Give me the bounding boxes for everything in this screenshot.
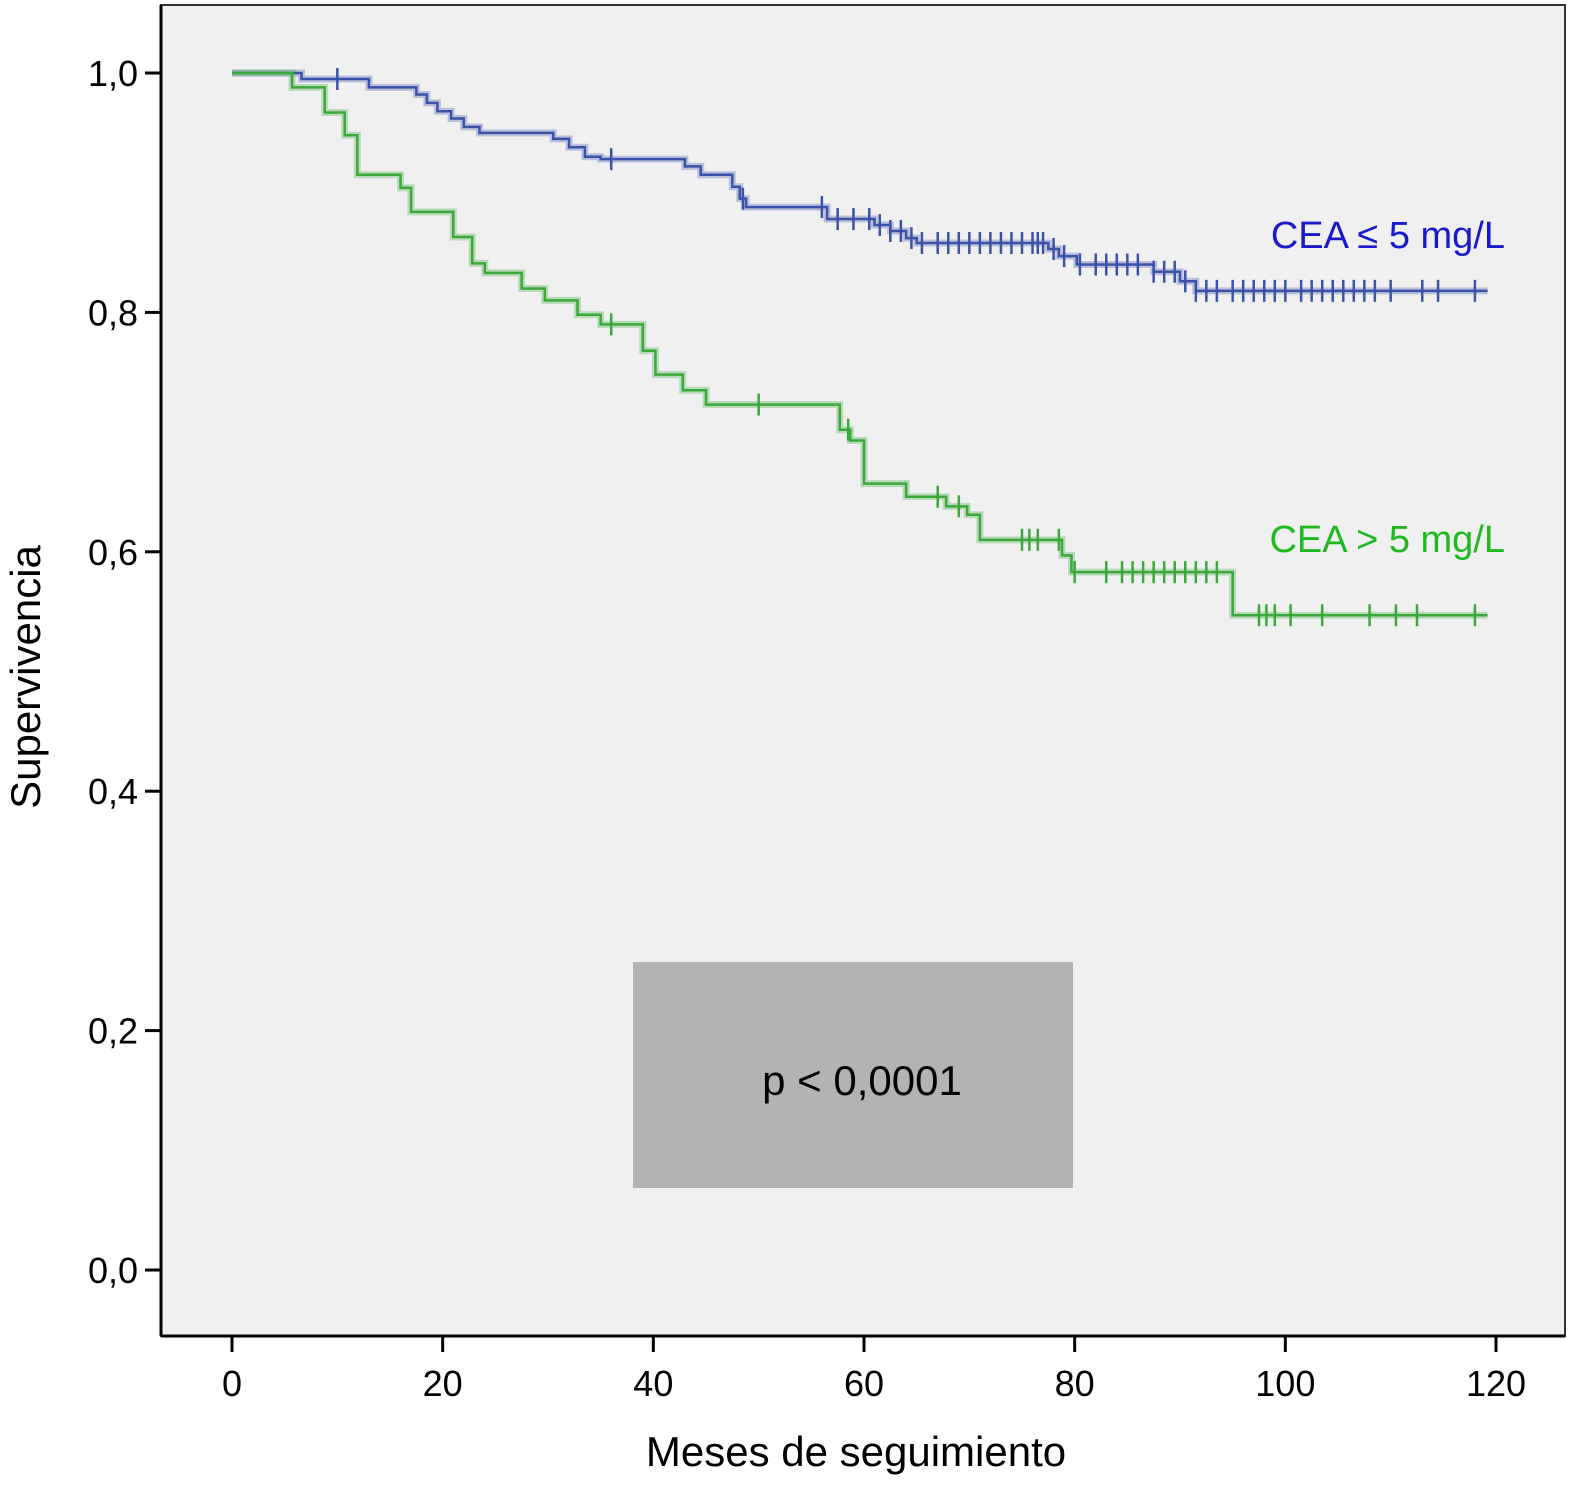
x-axis-label: Meses de seguimiento — [646, 1428, 1066, 1475]
y-tick-label: 0,4 — [88, 771, 138, 812]
y-tick-label: 0,0 — [88, 1250, 138, 1291]
p-value-box — [633, 962, 1073, 1188]
y-tick-label: 0,8 — [88, 292, 138, 333]
legend-label-cea-high: CEA > 5 mg/L — [1269, 519, 1505, 561]
y-axis-label: Supervivencia — [2, 544, 49, 808]
x-tick-label: 80 — [1055, 1363, 1095, 1404]
x-tick-label: 100 — [1255, 1363, 1315, 1404]
p-value-annotation: p < 0,0001 — [762, 1057, 962, 1104]
x-tick-label: 0 — [222, 1363, 242, 1404]
y-tick-label: 0,6 — [88, 532, 138, 573]
legend-label-cea-low: CEA ≤ 5 mg/L — [1271, 215, 1505, 257]
x-tick-label: 60 — [844, 1363, 884, 1404]
series-cea-high — [232, 69, 1488, 627]
ticks-layer: 0,0 0,2 0,4 0,6 0,8 1,0 0 20 40 60 80 100 120 — [88, 53, 1526, 1404]
survival-curve — [232, 71, 1488, 293]
survival-curve — [232, 71, 1488, 617]
y-tick-label: 0,2 — [88, 1011, 138, 1052]
series-cea-low — [232, 67, 1488, 302]
x-tick-label: 20 — [423, 1363, 463, 1404]
y-tick-label: 1,0 — [88, 53, 138, 94]
x-tick-label: 120 — [1466, 1363, 1526, 1404]
series-layer — [232, 67, 1488, 627]
x-tick-label: 40 — [633, 1363, 673, 1404]
